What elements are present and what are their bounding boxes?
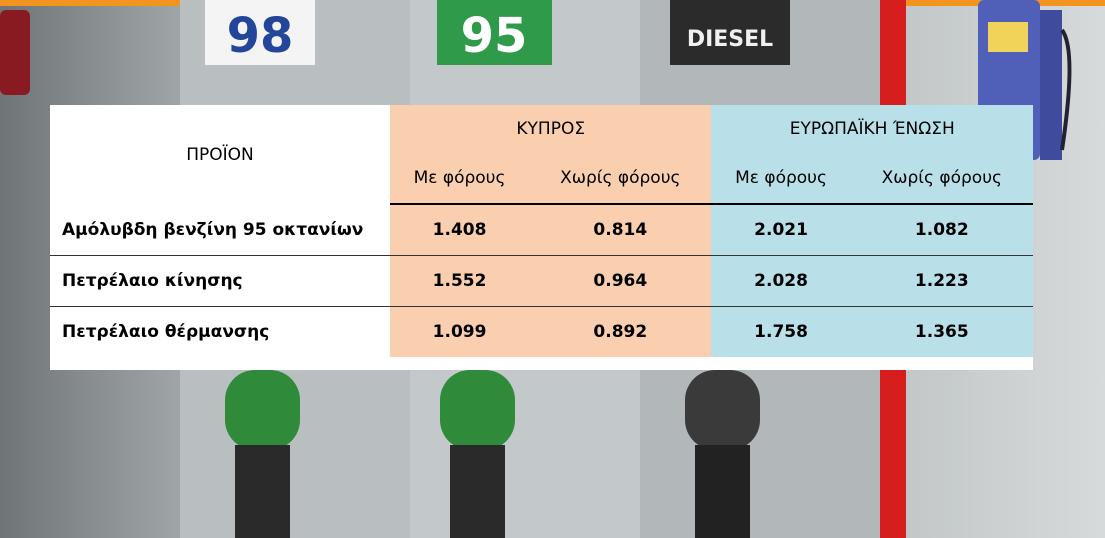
price-table: ΠΡΟΪΟΝ ΚΥΠΡΟΣ ΕΥΡΩΠΑΪΚΗ ΈΝΩΣΗ Με φόρους … xyxy=(50,105,1033,357)
table-row: Αμόλυβδη βενζίνη 95 οκτανίων 1.408 0.814 2.… xyxy=(50,204,1033,256)
price-cell: 1.552 xyxy=(390,255,530,307)
sign xyxy=(670,0,790,65)
table-panel: ΠΡΟΪΟΝ ΚΥΠΡΟΣ ΕΥΡΩΠΑΪΚΗ ΈΝΩΣΗ Με φόρους … xyxy=(50,105,1033,370)
group-header: ΕΥΡΩΠΑΪΚΗ ΈΝΩΣΗ xyxy=(711,105,1033,153)
price-cell: 2.021 xyxy=(711,204,851,256)
price-cell: 1.408 xyxy=(390,204,530,256)
price-cell: 1.082 xyxy=(850,204,1033,256)
price-cell: 0.964 xyxy=(529,255,712,307)
header-cell: ΠΡΟΪΟΝ xyxy=(186,144,254,165)
subheader: Χωρίς φόρους xyxy=(529,153,712,205)
nozzle xyxy=(225,370,760,538)
price-cell: 1.099 xyxy=(390,306,530,357)
sticker xyxy=(0,10,30,95)
subheader: Με φόρους xyxy=(390,153,530,205)
group-header: ΚΥΠΡΟΣ xyxy=(390,105,712,153)
product-cell: Πετρέλαιο κίνησης xyxy=(50,255,390,307)
sign xyxy=(205,0,315,65)
sign-text: DIESEL xyxy=(687,27,773,52)
table-row: Πετρέλαιο θέρμανσης 1.099 0.892 1.758 1.365 xyxy=(50,306,1033,357)
sign xyxy=(437,0,552,65)
table-body: Αμόλυβδη βενζίνη 95 οκτανίων 1.408 0.814 2.… xyxy=(50,204,1033,357)
sign-text: 95 xyxy=(461,8,528,64)
product-cell: Αμόλυβδη βενζίνη 95 οκτανίων xyxy=(50,204,390,256)
price-cell: 1.223 xyxy=(850,255,1033,307)
price-cell: 2.028 xyxy=(711,255,851,307)
table-row: Πετρέλαιο κίνησης 1.552 0.964 2.028 1.223 xyxy=(50,255,1033,307)
subheader: Χωρίς φόρους xyxy=(850,153,1033,205)
price-cell: 1.365 xyxy=(850,306,1033,357)
sign-text: 98 xyxy=(227,8,294,64)
product-cell: Πετρέλαιο θέρμανσης xyxy=(62,322,270,342)
price-cell: 0.892 xyxy=(529,306,712,357)
subheader: Με φόρους xyxy=(711,153,851,205)
price-cell: 1.758 xyxy=(711,306,851,357)
price-cell: 0.814 xyxy=(529,204,712,256)
